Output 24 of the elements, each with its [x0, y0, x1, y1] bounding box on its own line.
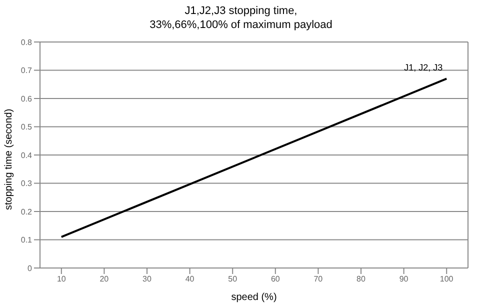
- y-tick-label: 0.4: [20, 150, 33, 160]
- x-tick-label: 60: [270, 274, 280, 284]
- y-tick-label: 0.3: [20, 179, 33, 188]
- y-tick-label: 0.7: [20, 66, 33, 76]
- y-tick-label: 0.2: [20, 207, 33, 216]
- y-tick-label: 0.6: [20, 94, 33, 104]
- y-tick-label: 0.8: [20, 38, 33, 47]
- x-axis-title: speed (%): [231, 292, 277, 303]
- y-tick-label: 0: [28, 264, 33, 273]
- y-axis-title: stopping time (second): [4, 108, 15, 210]
- chart-title: J1,J2,J3 stopping time,: [184, 4, 298, 18]
- series-label: J1, J2, J3: [404, 62, 443, 73]
- x-tick-label: 70: [314, 274, 324, 284]
- y-tick-label: 0.5: [20, 122, 33, 132]
- x-tick-label: 90: [399, 274, 409, 284]
- x-tick-label: 30: [142, 274, 152, 284]
- y-tick-label: 0.1: [20, 236, 33, 245]
- x-tick-label: 20: [100, 274, 110, 284]
- x-tick-label: 10: [56, 274, 66, 284]
- x-tick-label: 100: [440, 274, 454, 284]
- x-tick-label: 50: [228, 274, 238, 284]
- chart-subtitle: 33%,66%,100% of maximum payload: [148, 18, 334, 32]
- x-tick-label: 80: [356, 274, 366, 284]
- x-tick-label: 40: [185, 274, 195, 284]
